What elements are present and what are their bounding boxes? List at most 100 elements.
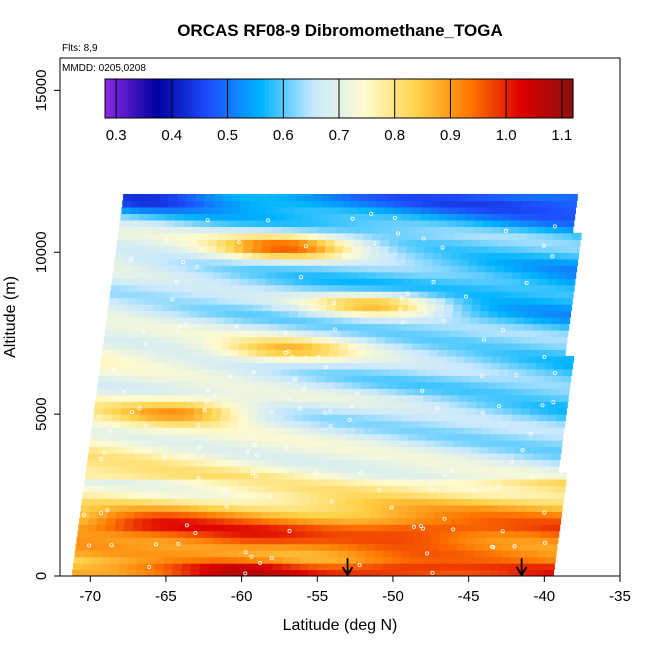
heatmap-cell bbox=[122, 465, 133, 473]
colorbar-swatch bbox=[136, 79, 141, 118]
x-tick-label: -40 bbox=[533, 588, 555, 605]
heatmap-cell bbox=[167, 472, 177, 480]
heatmap-cell bbox=[102, 342, 113, 350]
heatmap-cell bbox=[389, 375, 399, 383]
heatmap-cell bbox=[97, 453, 107, 461]
heatmap-cell bbox=[403, 271, 413, 279]
heatmap-cell bbox=[334, 310, 344, 318]
heatmap-cell bbox=[570, 245, 580, 253]
sample-point bbox=[253, 474, 258, 479]
heatmap-cell bbox=[431, 465, 441, 473]
heatmap-cell bbox=[460, 252, 470, 260]
heatmap-cell bbox=[126, 433, 137, 441]
colorbar-swatch bbox=[350, 79, 356, 118]
heatmap-cell bbox=[238, 478, 249, 486]
heatmap-cell bbox=[175, 543, 186, 551]
heatmap-cell bbox=[298, 504, 309, 512]
heatmap-cell bbox=[142, 517, 153, 525]
heatmap-cell bbox=[230, 206, 240, 214]
heatmap-cell bbox=[155, 291, 165, 299]
heatmap-cell bbox=[257, 543, 267, 551]
heatmap-cell bbox=[303, 407, 313, 415]
heatmap-cell bbox=[441, 524, 452, 532]
heatmap-cell bbox=[352, 446, 362, 454]
heatmap-cell bbox=[256, 550, 267, 558]
heatmap-cell bbox=[515, 381, 525, 389]
heatmap-cell bbox=[210, 219, 221, 227]
heatmap-cell bbox=[414, 524, 424, 532]
heatmap-cell bbox=[564, 291, 574, 299]
heatmap-cell bbox=[245, 226, 256, 234]
heatmap-cell bbox=[365, 550, 375, 558]
heatmap-cell bbox=[240, 537, 250, 545]
heatmap-cell bbox=[88, 517, 98, 525]
heatmap-cell bbox=[302, 278, 313, 286]
heatmap-cell bbox=[270, 245, 281, 253]
heatmap-cell bbox=[225, 446, 235, 454]
heatmap-cell bbox=[523, 524, 533, 532]
heatmap-cell bbox=[394, 401, 405, 409]
heatmap-cell bbox=[165, 420, 175, 428]
heatmap-cell bbox=[138, 485, 148, 493]
heatmap-cell bbox=[478, 317, 489, 325]
heatmap-cell bbox=[512, 472, 522, 480]
heatmap-cell bbox=[429, 278, 440, 286]
heatmap-cell bbox=[480, 239, 490, 247]
heatmap-cell bbox=[475, 206, 486, 214]
heatmap-cell bbox=[125, 511, 136, 519]
heatmap-cell bbox=[267, 336, 277, 344]
heatmap-cell bbox=[271, 375, 281, 383]
heatmap-cell bbox=[410, 284, 421, 292]
heatmap-cell bbox=[275, 543, 286, 551]
heatmap-cell bbox=[274, 414, 285, 422]
heatmap-cell bbox=[360, 517, 371, 525]
heatmap-cell bbox=[261, 446, 272, 454]
colorbar-swatch bbox=[132, 79, 137, 118]
heatmap-cell bbox=[238, 414, 249, 422]
heatmap-cell bbox=[249, 200, 260, 208]
heatmap-cell bbox=[197, 245, 208, 253]
heatmap-cell bbox=[318, 291, 329, 299]
heatmap-cell bbox=[528, 349, 539, 357]
sample-point bbox=[236, 240, 241, 245]
heatmap-cell bbox=[484, 271, 495, 279]
heatmap-cell bbox=[400, 427, 410, 435]
heatmap-cell bbox=[508, 569, 518, 576]
heatmap-cell bbox=[194, 336, 205, 344]
heatmap-cell bbox=[387, 252, 398, 260]
heatmap-cell bbox=[101, 485, 112, 493]
heatmap-cell bbox=[422, 330, 433, 338]
heatmap-cell bbox=[311, 278, 322, 286]
heatmap-cell bbox=[315, 517, 325, 525]
heatmap-cell bbox=[143, 446, 153, 454]
heatmap-cell bbox=[439, 472, 450, 480]
heatmap-cell bbox=[183, 485, 194, 493]
heatmap-cell bbox=[362, 304, 373, 312]
colorbar-swatch bbox=[526, 79, 531, 118]
heatmap-cell bbox=[218, 427, 229, 435]
heatmap-cell bbox=[232, 524, 243, 532]
heatmap-cell bbox=[522, 194, 533, 202]
sample-point bbox=[482, 337, 487, 342]
heatmap-cell bbox=[548, 206, 558, 214]
heatmap-cell bbox=[139, 342, 149, 350]
heatmap-cell bbox=[491, 355, 502, 363]
heatmap-cell bbox=[314, 459, 324, 467]
heatmap-cell bbox=[497, 511, 508, 519]
heatmap-cell bbox=[468, 459, 479, 467]
sample-point bbox=[197, 445, 202, 450]
heatmap-cell bbox=[250, 459, 261, 467]
heatmap-cell bbox=[417, 433, 428, 441]
heatmap-cell bbox=[131, 265, 142, 273]
heatmap-cell bbox=[253, 504, 264, 512]
heatmap-cell bbox=[250, 524, 261, 532]
colorbar-swatch bbox=[303, 79, 309, 118]
heatmap-cell bbox=[105, 323, 116, 331]
heatmap-cell bbox=[356, 278, 367, 286]
heatmap-cell bbox=[159, 459, 170, 467]
heatmap-cell bbox=[196, 459, 206, 467]
heatmap-cell bbox=[416, 375, 426, 383]
heatmap-cell bbox=[195, 394, 206, 402]
heatmap-cell bbox=[386, 459, 397, 467]
heatmap-cell bbox=[558, 330, 569, 338]
